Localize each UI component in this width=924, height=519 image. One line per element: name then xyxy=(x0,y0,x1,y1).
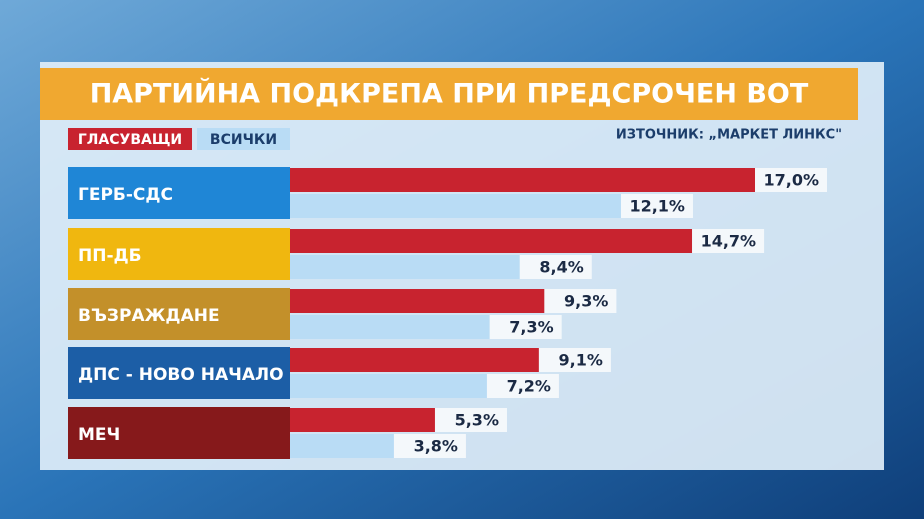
value-label-box xyxy=(489,315,562,339)
value-label-box xyxy=(519,255,592,279)
legend-label: ГЛАСУВАЩИ xyxy=(78,132,182,148)
value-label: 7,3% xyxy=(509,318,553,337)
value-label-box xyxy=(393,434,466,458)
bar xyxy=(290,374,487,398)
value-label: 8,4% xyxy=(539,258,583,277)
value-label-box xyxy=(544,289,617,313)
legend-label: ВСИЧКИ xyxy=(210,132,277,148)
value-label-box xyxy=(486,374,559,398)
category-label: МЕЧ xyxy=(78,425,120,445)
value-label-box xyxy=(755,168,827,192)
value-label: 7,2% xyxy=(507,377,551,396)
category-label: ВЪЗРАЖДАНЕ xyxy=(78,306,220,326)
value-label-box xyxy=(538,348,611,372)
category-label: ПП-ДБ xyxy=(78,246,142,266)
value-label-box xyxy=(692,229,765,253)
value-label: 14,7% xyxy=(701,232,757,251)
category-box xyxy=(68,347,290,399)
bar xyxy=(290,194,621,218)
bar xyxy=(290,315,490,339)
value-label: 3,8% xyxy=(414,437,458,456)
value-label: 9,3% xyxy=(564,292,608,311)
value-label: 17,0% xyxy=(763,171,819,190)
bar xyxy=(290,289,545,313)
source: ИЗТОЧНИК: „МАРКЕТ ЛИНКС" xyxy=(616,128,842,143)
value-label: 5,3% xyxy=(455,411,499,430)
value-label-box xyxy=(620,194,693,218)
category-box xyxy=(68,288,290,340)
bar xyxy=(290,168,755,192)
value-label: 12,1% xyxy=(629,197,685,216)
value-label: 9,1% xyxy=(559,351,603,370)
bar xyxy=(290,348,539,372)
category-box xyxy=(68,407,290,459)
chart-title: ПАРТИЙНА ПОДКРЕПА ПРИ ПРЕДСРОЧЕН ВОТ xyxy=(90,78,809,110)
value-label-box xyxy=(434,408,507,432)
legend-swatch xyxy=(197,128,290,150)
bar xyxy=(290,408,435,432)
category-label: ГЕРБ-СДС xyxy=(78,185,173,205)
title-banner xyxy=(40,68,858,120)
bar xyxy=(290,255,520,279)
category-label: ДПС - НОВО НАЧАЛО xyxy=(78,365,284,385)
legend-swatch xyxy=(68,128,192,150)
bar xyxy=(290,434,394,458)
category-box xyxy=(68,228,290,280)
category-box xyxy=(68,167,290,219)
bar xyxy=(290,229,693,253)
